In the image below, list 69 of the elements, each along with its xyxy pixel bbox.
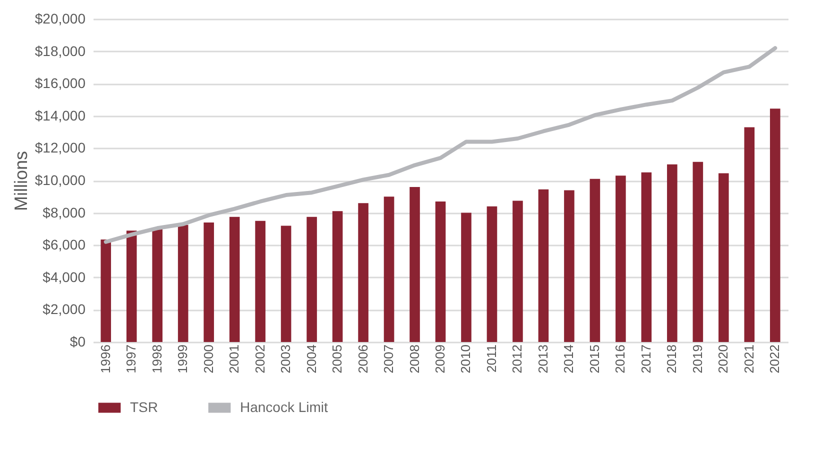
line-series <box>104 46 778 244</box>
y-axis-title: Millions <box>10 150 31 212</box>
y-tick-label: $0 <box>70 334 86 350</box>
x-tick-label: 2015 <box>586 344 602 374</box>
y-tick-label: $4,000 <box>42 268 86 285</box>
bar <box>384 196 394 342</box>
x-tick-label: 1998 <box>149 344 164 374</box>
bar <box>641 172 652 342</box>
x-tick-label: 2005 <box>330 344 345 374</box>
y-tick-label: $14,000 <box>34 107 86 124</box>
y-tick-label: $10,000 <box>34 172 86 188</box>
y-tick-label: $18,000 <box>34 42 86 59</box>
bar <box>306 216 317 342</box>
x-tick-label: 2002 <box>252 344 268 374</box>
bar <box>590 178 600 342</box>
x-tick-label: 2019 <box>690 344 705 374</box>
bar <box>770 108 780 342</box>
x-tick-label: 2000 <box>200 344 216 374</box>
bar <box>616 176 626 342</box>
bar <box>435 201 446 342</box>
y-tick-label: $12,000 <box>34 140 86 156</box>
bar <box>332 211 343 342</box>
legend-label: Hancock Limit <box>240 398 328 415</box>
y-tick-label: $16,000 <box>34 75 86 92</box>
bar <box>178 224 188 342</box>
bar <box>461 212 472 342</box>
bar <box>152 228 162 342</box>
bar <box>692 162 704 342</box>
x-tick-label: 2007 <box>381 344 396 374</box>
x-tick-label: 2014 <box>561 344 576 374</box>
x-tick-label: 2017 <box>638 344 654 374</box>
y-tick-label: $6,000 <box>42 236 86 253</box>
y-tick-label: $8,000 <box>42 204 86 220</box>
x-tick-label: 2001 <box>226 344 242 374</box>
x-tick-label: 2003 <box>278 344 294 374</box>
bar <box>358 203 368 342</box>
bar <box>486 206 498 342</box>
x-tick-label: 1996 <box>98 344 113 374</box>
x-tick-label: 2013 <box>535 344 550 374</box>
bar <box>667 164 678 342</box>
x-tick-label: 2016 <box>612 344 628 374</box>
x-tick-label: 2008 <box>406 344 422 374</box>
legend-label: TSR <box>130 398 158 415</box>
x-tick-label: 2009 <box>432 344 448 374</box>
bar <box>564 190 574 342</box>
bar <box>204 222 214 342</box>
bar <box>255 220 266 342</box>
x-tick-label: 2006 <box>355 344 370 374</box>
x-tick-label: 2012 <box>510 344 525 374</box>
x-tick-label: 2004 <box>304 344 319 374</box>
x-tick-label: 1999 <box>175 344 190 374</box>
x-tick-label: 1997 <box>124 344 139 374</box>
bar <box>512 200 523 342</box>
x-tick-label: 2021 <box>741 344 756 374</box>
bar <box>744 127 755 342</box>
bar <box>538 189 549 342</box>
bar <box>410 186 420 342</box>
bar <box>718 173 729 342</box>
x-tick-label: 2018 <box>664 344 680 374</box>
x-tick-label: 2011 <box>484 344 499 372</box>
y-tick-label: $20,000 <box>34 10 86 26</box>
x-tick-label: 2022 <box>767 344 782 374</box>
x-tick-label: 2010 <box>458 344 474 374</box>
bar <box>280 226 292 342</box>
bar <box>126 230 137 342</box>
x-tick-label: 2020 <box>716 344 731 374</box>
bar <box>100 239 112 342</box>
bar <box>229 216 240 342</box>
y-tick-label: $2,000 <box>42 301 86 318</box>
